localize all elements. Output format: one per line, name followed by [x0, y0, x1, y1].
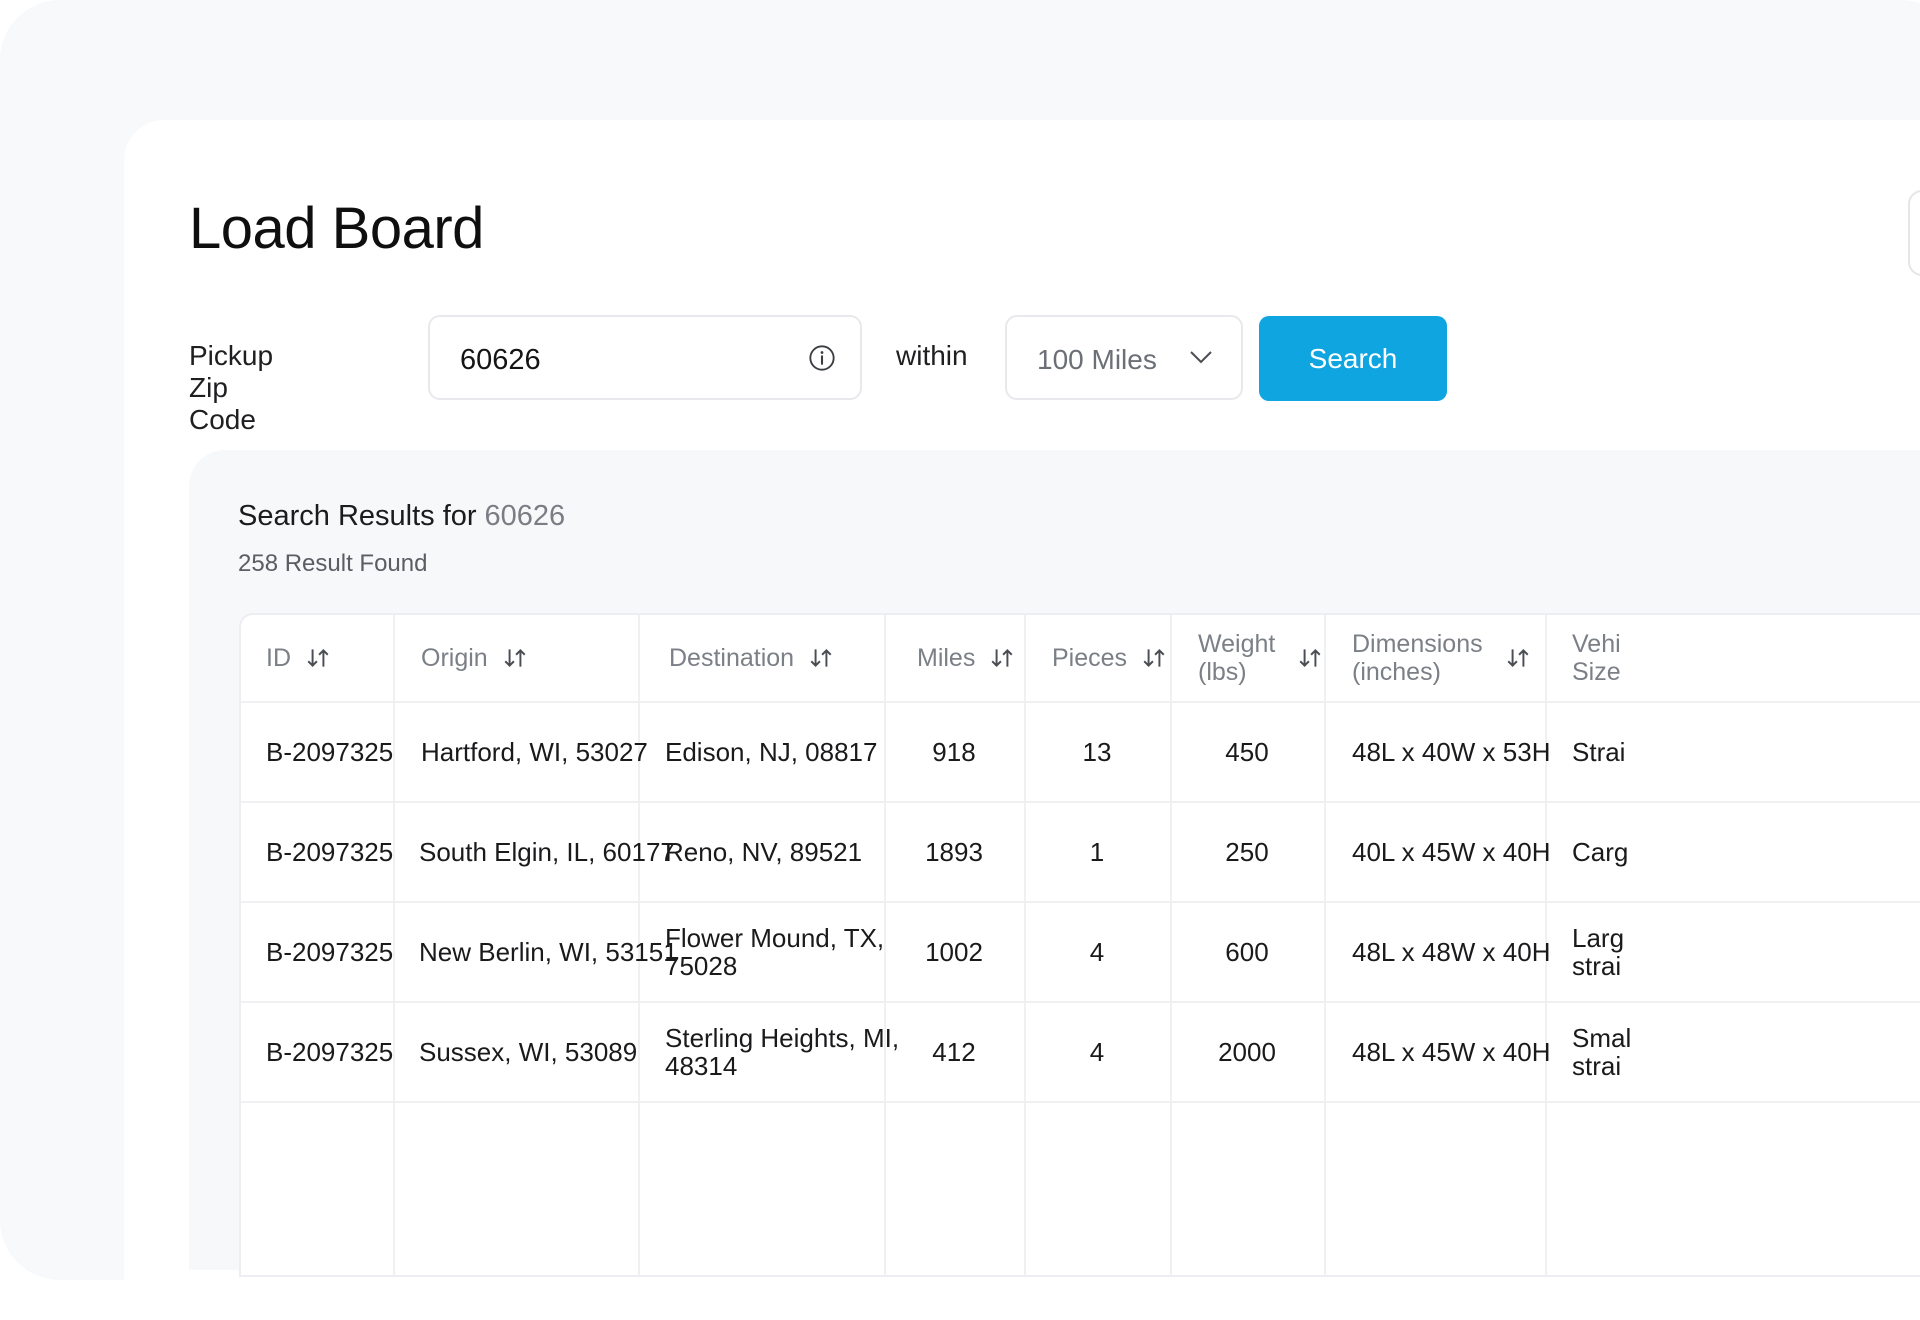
column-header-miles[interactable]: Miles	[917, 615, 1015, 701]
sort-arrows-icon[interactable]	[502, 645, 528, 671]
column-header-label: Pieces	[1052, 643, 1128, 672]
cell-vehicle: Smal strai	[1572, 1023, 1632, 1081]
cell-miles: 918	[932, 736, 976, 767]
cell-weight: 250	[1225, 836, 1269, 867]
cell-id: B-2097325	[266, 1036, 394, 1067]
cell-origin: Sussex, WI, 53089	[419, 1036, 638, 1067]
column-header-label: ID	[266, 643, 291, 672]
sort-arrows-icon[interactable]	[1297, 645, 1323, 671]
column-header-pieces[interactable]: Pieces	[1052, 615, 1167, 701]
column-header-dimensions[interactable]: Dimensions (inches)	[1352, 615, 1531, 701]
column-header-id[interactable]: ID	[266, 615, 331, 701]
cell-weight: 450	[1225, 736, 1269, 767]
cell-origin: Hartford, WI, 53027	[421, 736, 648, 767]
cell-destination: Edison, NJ, 08817	[665, 736, 878, 767]
column-header-origin[interactable]: Origin	[421, 615, 528, 701]
search-button[interactable]: Search	[1259, 316, 1447, 401]
zip-label: Pickup Zip Code	[189, 340, 274, 435]
cell-dimensions: 48L x 45W x 40H	[1352, 1036, 1551, 1067]
info-circle-icon[interactable]	[808, 344, 836, 372]
zip-input-value: 60626	[460, 344, 541, 376]
column-header-label: Origin	[421, 643, 488, 672]
within-label: within	[896, 340, 968, 371]
top-right-control[interactable]	[1908, 190, 1920, 276]
results-title-label: Search Results for	[238, 500, 477, 532]
column-header-destination[interactable]: Destination	[669, 615, 834, 701]
results-title: Search Results for 60626	[238, 500, 565, 533]
cell-miles: 412	[932, 1036, 976, 1067]
sort-arrows-icon[interactable]	[305, 645, 331, 671]
column-header-label: Weight (lbs)	[1198, 630, 1276, 686]
cell-vehicle: Carg	[1572, 836, 1629, 867]
results-query: 60626	[484, 500, 566, 532]
sort-arrows-icon[interactable]	[989, 645, 1015, 671]
results-panel: Search Results for 60626 258 Result Found…	[189, 450, 1920, 1277]
cell-origin: South Elgin, IL, 60177	[419, 836, 675, 867]
cell-destination: Sterling Heights, MI, 48314	[665, 1023, 900, 1081]
chevron-down-icon	[1190, 351, 1212, 364]
results-count: 258 Result Found	[238, 550, 428, 577]
cell-id: B-2097325	[266, 736, 394, 767]
cell-origin: New Berlin, WI, 53151	[419, 936, 678, 967]
zip-input[interactable]: 60626	[428, 315, 862, 400]
cell-dimensions: 40L x 45W x 40H	[1352, 836, 1551, 867]
radius-select-value: 100 Miles	[1037, 344, 1157, 375]
cell-dimensions: 48L x 48W x 40H	[1352, 936, 1551, 967]
column-header-vehicle[interactable]: Vehi Size	[1572, 615, 1621, 701]
cell-miles: 1002	[925, 936, 983, 967]
column-header-label: Destination	[669, 643, 795, 672]
results-table: ID Origin Destination Miles Pieces Weigh…	[239, 613, 1920, 1277]
cell-pieces: 4	[1089, 936, 1105, 967]
cell-weight: 600	[1225, 936, 1269, 967]
radius-select[interactable]: 100 Miles	[1005, 315, 1243, 400]
column-header-weight[interactable]: Weight (lbs)	[1198, 615, 1323, 701]
cell-id: B-2097325	[266, 936, 394, 967]
page-title: Load Board	[189, 196, 484, 261]
sort-arrows-icon[interactable]	[808, 645, 834, 671]
cell-pieces: 1	[1089, 836, 1105, 867]
sort-arrows-icon[interactable]	[1141, 645, 1167, 671]
cell-dimensions: 48L x 40W x 53H	[1352, 736, 1551, 767]
column-header-label: Miles	[917, 643, 976, 672]
cell-vehicle: Larg strai	[1572, 923, 1625, 981]
cell-weight: 2000	[1218, 1036, 1276, 1067]
column-header-label: Dimensions (inches)	[1352, 630, 1483, 686]
sort-arrows-icon[interactable]	[1505, 645, 1531, 671]
cell-destination: Reno, NV, 89521	[665, 836, 863, 867]
cell-pieces: 13	[1082, 736, 1112, 767]
cell-id: B-2097325	[266, 836, 394, 867]
column-header-label: Vehi Size	[1572, 630, 1621, 686]
cell-vehicle: Strai	[1572, 736, 1626, 767]
cell-pieces: 4	[1089, 1036, 1105, 1067]
cell-miles: 1893	[925, 836, 983, 867]
cell-destination: Flower Mound, TX, 75028	[665, 923, 885, 981]
